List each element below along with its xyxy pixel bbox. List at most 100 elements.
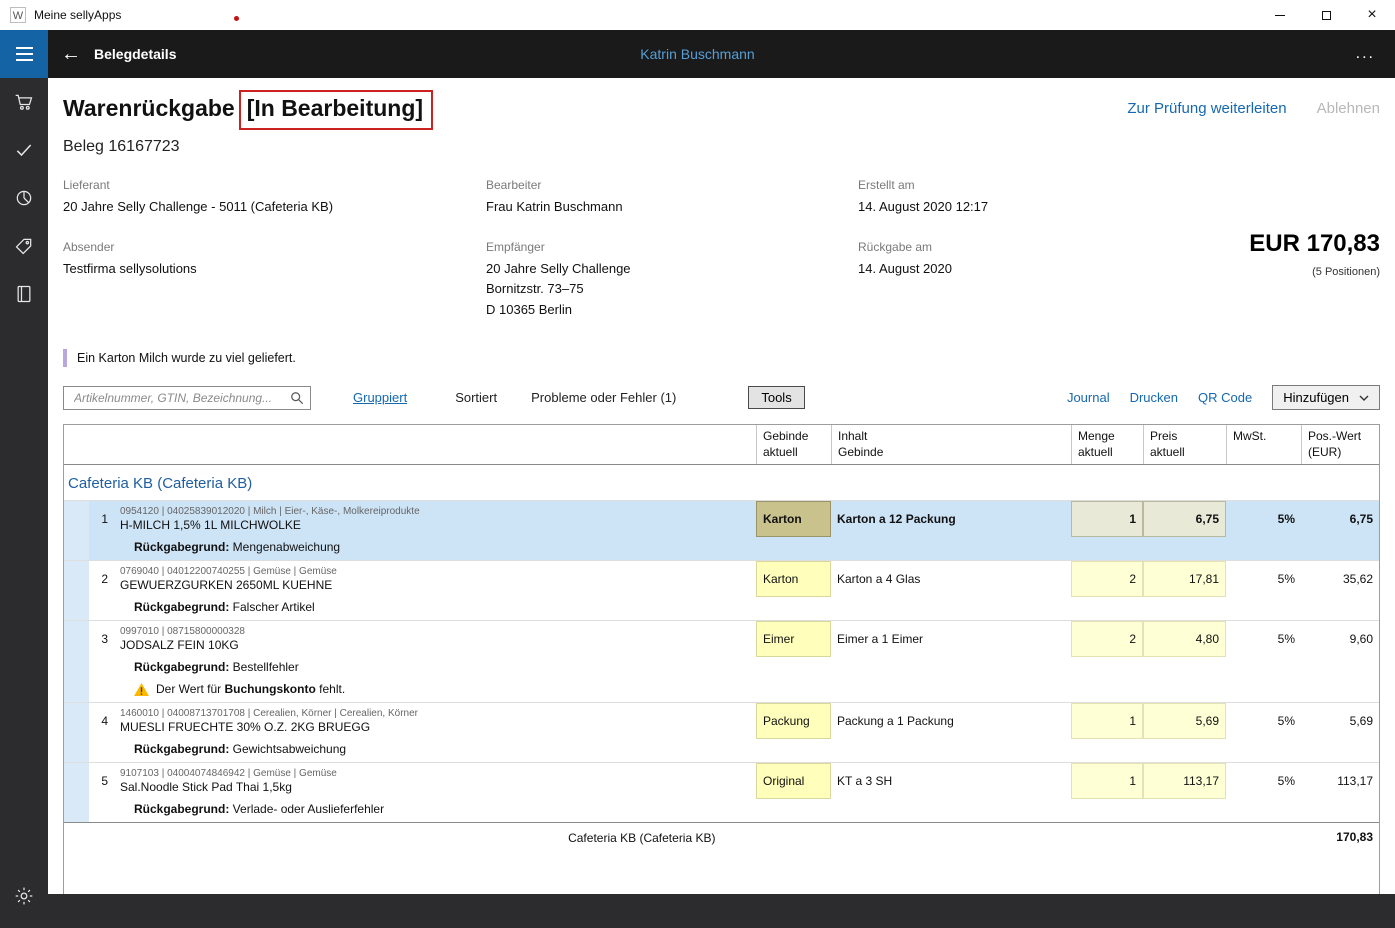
sidebar-item-catalog[interactable] bbox=[0, 270, 48, 318]
row-gutter bbox=[64, 561, 89, 597]
status-badge: [In Bearbeitung] bbox=[239, 90, 433, 130]
sidebar-item-labels[interactable] bbox=[0, 222, 48, 270]
preis-cell[interactable]: 6,75 bbox=[1143, 501, 1226, 537]
row-number: 2 bbox=[89, 561, 114, 597]
field-erstellt-am: Erstellt am 14. August 2020 12:17 bbox=[858, 178, 1380, 218]
table-row[interactable]: 59107103 | 04004074846942 | Gemüse | Gem… bbox=[64, 763, 1379, 799]
row-gutter bbox=[64, 703, 89, 739]
poswert-cell: 9,60 bbox=[1301, 621, 1379, 657]
table-row[interactable]: 30997010 | 08715800000328JODSALZ FEIN 10… bbox=[64, 621, 1379, 657]
chevron-down-icon bbox=[1359, 395, 1369, 401]
add-button[interactable]: Hinzufügen bbox=[1272, 385, 1380, 410]
menge-cell[interactable]: 2 bbox=[1071, 561, 1143, 597]
positions-table: Gebinde aktuell Inhalt Gebinde Menge akt… bbox=[63, 424, 1380, 923]
gebinde-cell[interactable]: Packung bbox=[756, 703, 831, 739]
return-reason: Rückgabegrund: Mengenabweichung bbox=[89, 537, 346, 560]
poswert-cell: 5,69 bbox=[1301, 703, 1379, 739]
tag-icon bbox=[14, 236, 34, 256]
menge-cell[interactable]: 1 bbox=[1071, 501, 1143, 537]
position-block: 1 0954120 | 04025839012020 | Milch | Eier… bbox=[64, 500, 1379, 560]
maximize-button[interactable] bbox=[1303, 0, 1349, 30]
user-name-link[interactable]: Katrin Buschmann bbox=[0, 46, 1395, 62]
maximize-icon bbox=[1322, 11, 1331, 20]
print-link[interactable]: Drucken bbox=[1130, 390, 1178, 405]
article-cell: 0954120 | 04025839012020 | Milch | Eier-… bbox=[114, 501, 756, 537]
menge-cell[interactable]: 1 bbox=[1071, 703, 1143, 739]
gebinde-cell[interactable]: Karton bbox=[756, 561, 831, 597]
back-arrow-icon: ← bbox=[61, 43, 81, 65]
settings-button[interactable] bbox=[0, 872, 48, 920]
problems-filter[interactable]: Probleme oder Fehler (1) bbox=[531, 390, 676, 405]
document-actions: Zur Prüfung weiterleiten Ablehnen bbox=[1127, 100, 1380, 117]
inhalt-cell: Karton a 12 Packung bbox=[831, 501, 1071, 537]
header-blank bbox=[64, 425, 756, 464]
article-name: Sal.Noodle Stick Pad Thai 1,5kg bbox=[120, 780, 292, 794]
table-row[interactable]: 20769040 | 04012200740255 | Gemüse | Gem… bbox=[64, 561, 1379, 597]
sidebar-item-tasks[interactable] bbox=[0, 126, 48, 174]
menge-cell[interactable]: 2 bbox=[1071, 621, 1143, 657]
gebinde-cell[interactable]: Eimer bbox=[756, 621, 831, 657]
article-meta: 1460010 | 04008713701708 | Cerealien, Kö… bbox=[120, 708, 418, 719]
reject-link[interactable]: Ablehnen bbox=[1317, 100, 1380, 117]
header-mwst: MwSt. bbox=[1226, 425, 1301, 464]
sidebar-item-reports[interactable] bbox=[0, 174, 48, 222]
minimize-button[interactable] bbox=[1257, 0, 1303, 30]
preis-cell[interactable]: 17,81 bbox=[1143, 561, 1226, 597]
inhalt-cell: KT a 3 SH bbox=[831, 763, 1071, 799]
journal-link[interactable]: Journal bbox=[1067, 390, 1110, 405]
menge-cell[interactable]: 1 bbox=[1071, 763, 1143, 799]
sorted-toggle[interactable]: Sortiert bbox=[455, 390, 497, 405]
total-amount: EUR 170,83 bbox=[1249, 230, 1380, 258]
article-cell: 0997010 | 08715800000328JODSALZ FEIN 10K… bbox=[114, 621, 756, 657]
table-footer: Cafeteria KB (Cafeteria KB) 170,83 bbox=[64, 822, 1379, 852]
row-number: 5 bbox=[89, 763, 114, 799]
search-icon[interactable] bbox=[290, 391, 304, 405]
warning-text: Der Wert für Buchungskonto fehlt. bbox=[89, 680, 351, 702]
preis-cell[interactable]: 4,80 bbox=[1143, 621, 1226, 657]
poswert-cell: 35,62 bbox=[1301, 561, 1379, 597]
document-title: Warenrückgabe[In Bearbeitung] bbox=[63, 90, 433, 130]
preis-cell[interactable]: 5,69 bbox=[1143, 703, 1226, 739]
window-controls: × bbox=[1257, 0, 1395, 30]
more-options-button[interactable]: ... bbox=[1336, 45, 1395, 63]
article-name: MUESLI FRUECHTE 30% O.Z. 2KG BRUEGG bbox=[120, 720, 370, 734]
header-inhalt: Inhalt Gebinde bbox=[831, 425, 1071, 464]
back-button[interactable]: ← bbox=[48, 43, 94, 66]
return-reason-row: Rückgabegrund: Verlade- oder Auslieferfe… bbox=[64, 799, 1379, 822]
document-type: Warenrückgabe bbox=[63, 95, 235, 121]
info-grid: Lieferant 20 Jahre Selly Challenge - 501… bbox=[63, 178, 1380, 321]
article-meta: 0954120 | 04025839012020 | Milch | Eier-… bbox=[120, 506, 420, 517]
footer-total: 170,83 bbox=[726, 826, 1380, 850]
main-layout: Warenrückgabe[In Bearbeitung] Zur Prüfun… bbox=[0, 78, 1395, 928]
page-title: Belegdetails bbox=[94, 46, 176, 62]
gebinde-cell[interactable]: Original bbox=[756, 763, 831, 799]
positions-count: (5 Positionen) bbox=[1249, 266, 1380, 278]
mwst-cell: 5% bbox=[1226, 501, 1301, 537]
sidebar-item-cart[interactable] bbox=[0, 78, 48, 126]
window-titlebar: W Meine sellyApps × bbox=[0, 0, 1395, 30]
table-row[interactable]: 1 0954120 | 04025839012020 | Milch | Eier… bbox=[64, 501, 1379, 537]
gebinde-cell[interactable]: Karton bbox=[756, 501, 831, 537]
qr-code-link[interactable]: QR Code bbox=[1198, 390, 1252, 405]
mwst-cell: 5% bbox=[1226, 561, 1301, 597]
svg-text:W: W bbox=[13, 10, 24, 22]
mwst-cell: 5% bbox=[1226, 763, 1301, 799]
main-content: Warenrückgabe[In Bearbeitung] Zur Prüfun… bbox=[48, 78, 1395, 928]
article-cell: 9107103 | 04004074846942 | Gemüse | Gemü… bbox=[114, 763, 756, 799]
close-button[interactable]: × bbox=[1349, 0, 1395, 30]
hamburger-menu-button[interactable] bbox=[0, 30, 48, 78]
preis-cell[interactable]: 113,17 bbox=[1143, 763, 1226, 799]
toolbar-right: Journal Drucken QR Code Hinzufügen bbox=[1067, 385, 1380, 410]
tools-button[interactable]: Tools bbox=[748, 386, 804, 409]
article-cell: 0769040 | 04012200740255 | Gemüse | Gemü… bbox=[114, 561, 756, 597]
return-reason-row: Rückgabegrund: Mengenabweichung bbox=[64, 537, 1379, 560]
gear-icon bbox=[14, 886, 34, 906]
poswert-cell: 113,17 bbox=[1301, 763, 1379, 799]
article-cell: 1460010 | 04008713701708 | Cerealien, Kö… bbox=[114, 703, 756, 739]
table-row[interactable]: 41460010 | 04008713701708 | Cerealien, K… bbox=[64, 703, 1379, 739]
forward-for-review-link[interactable]: Zur Prüfung weiterleiten bbox=[1127, 100, 1286, 117]
document-number: Beleg 16167723 bbox=[63, 138, 1380, 156]
search-input[interactable] bbox=[72, 390, 290, 406]
red-dot bbox=[234, 16, 239, 21]
grouped-toggle[interactable]: Gruppiert bbox=[353, 390, 407, 405]
